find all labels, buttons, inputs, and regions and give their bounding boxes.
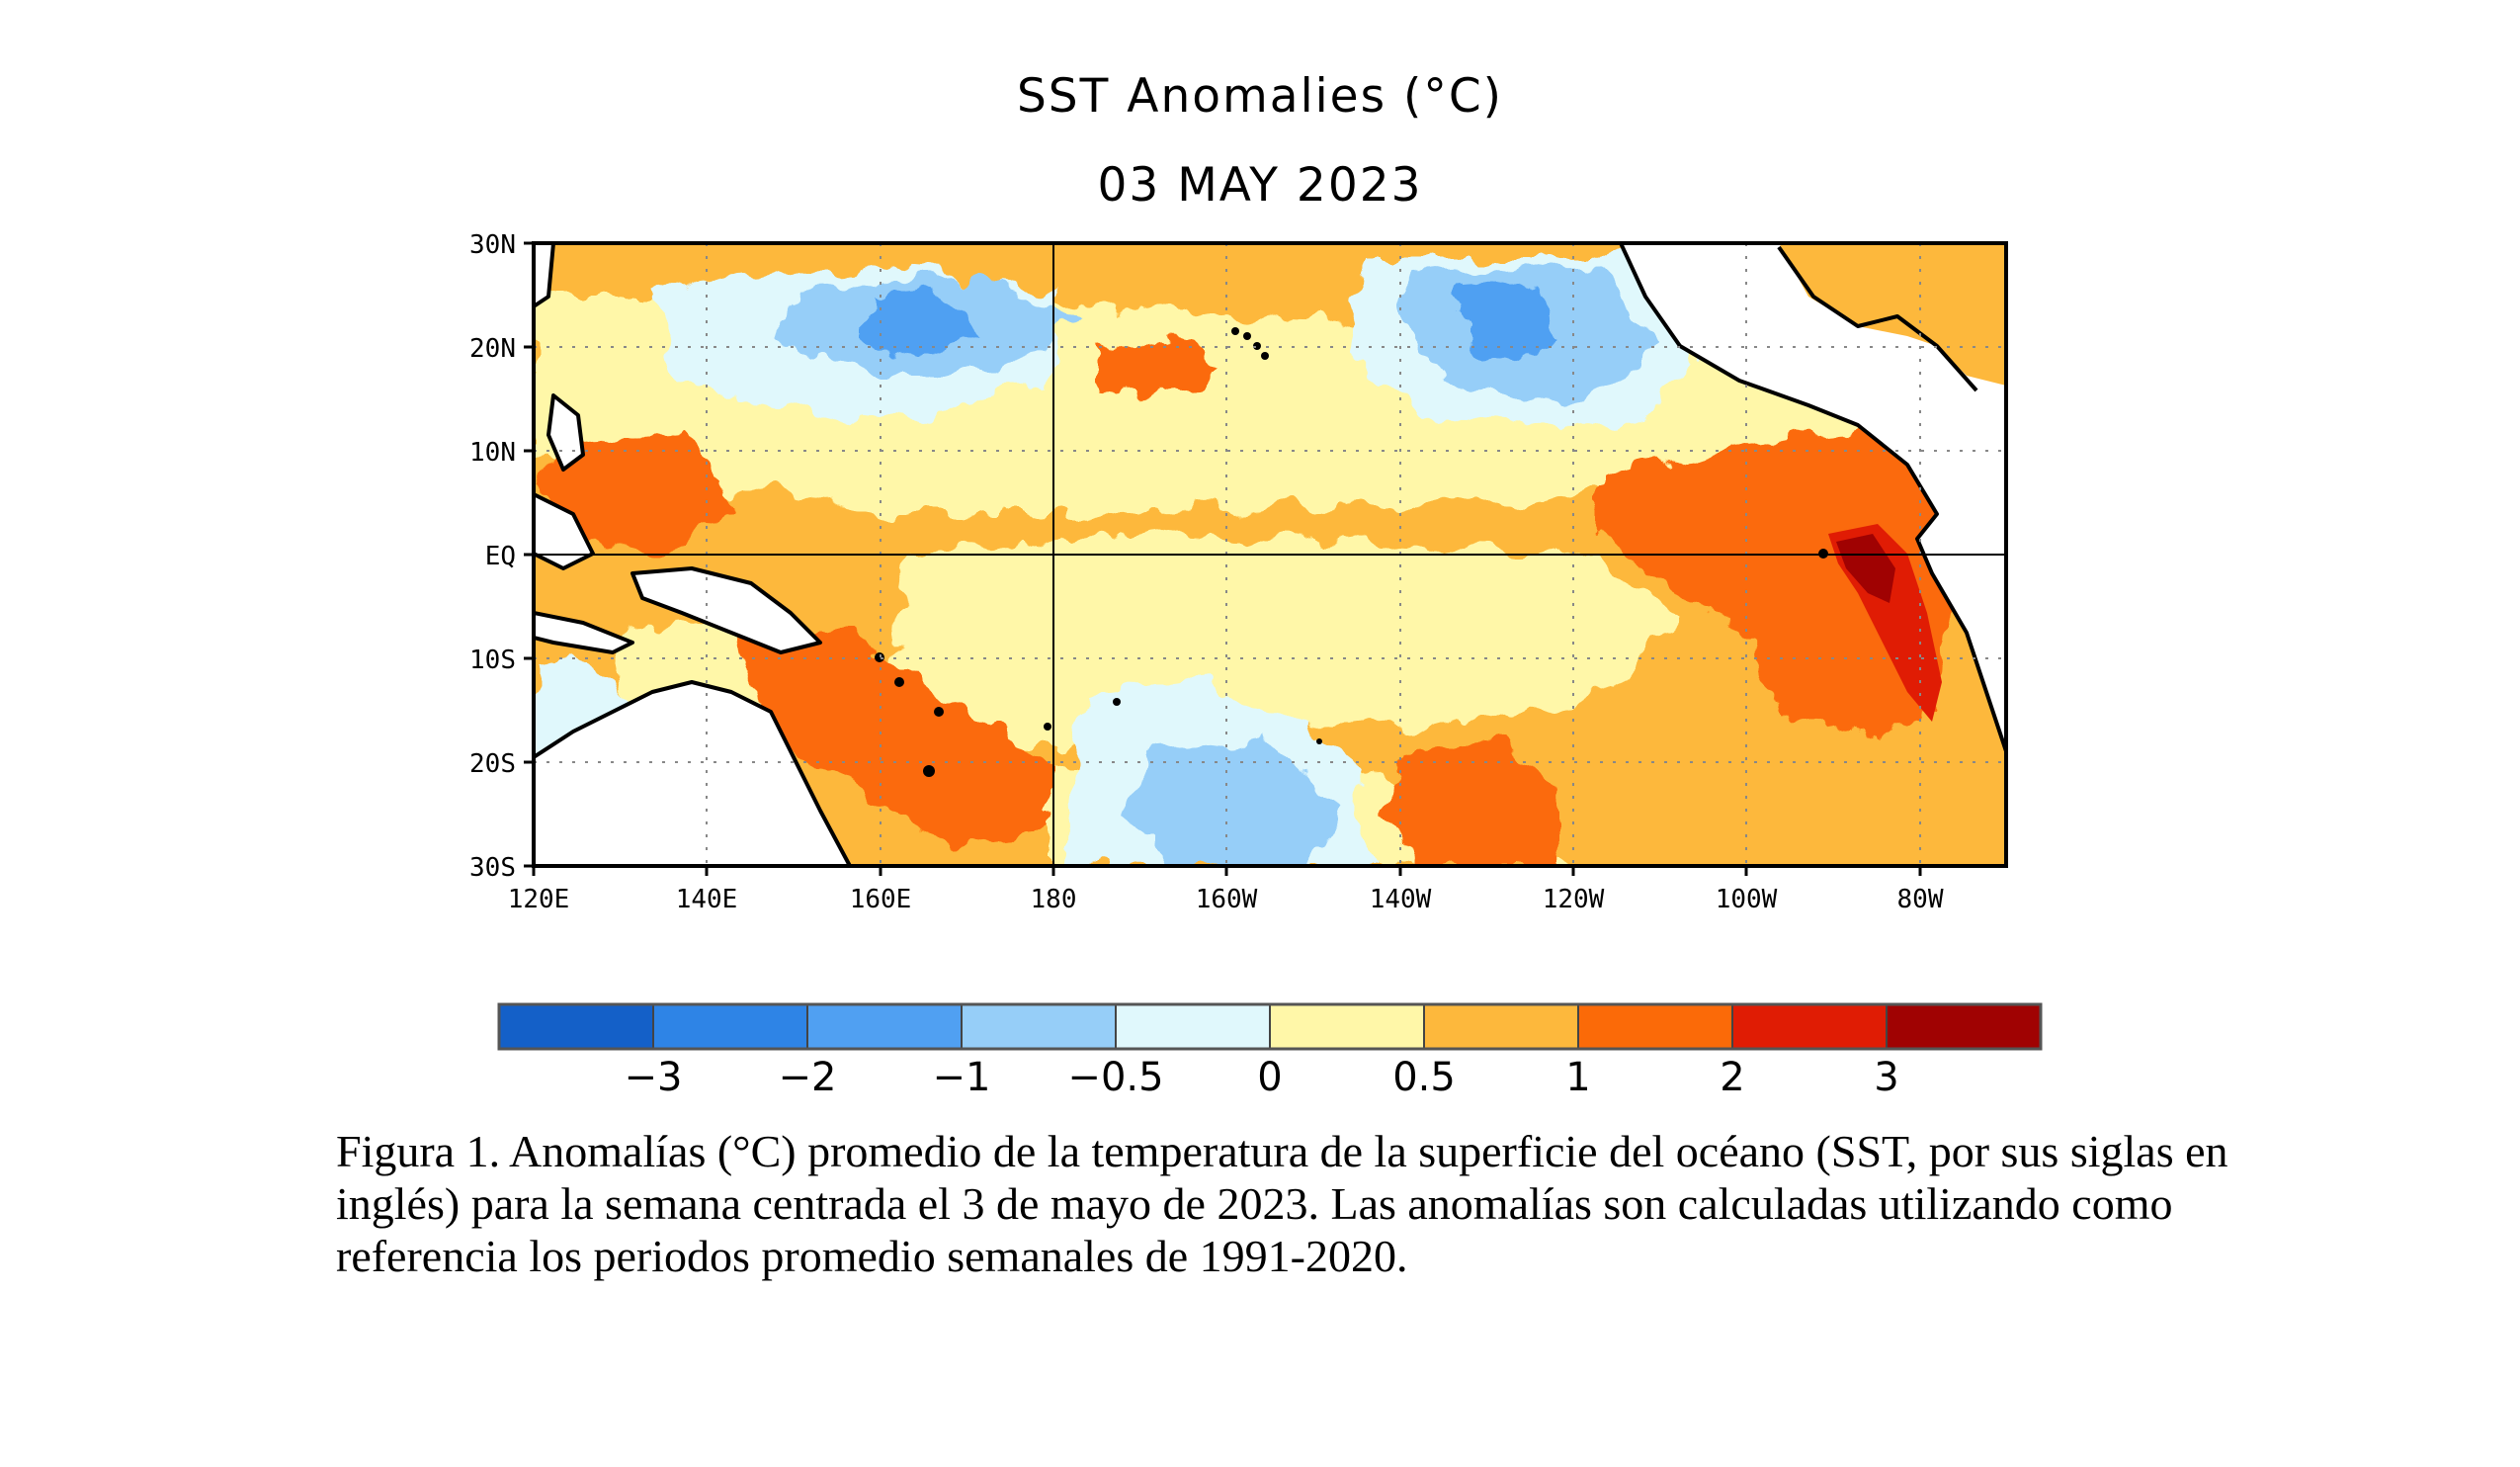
colorbar-swatch bbox=[1731, 1003, 1888, 1050]
colorbar-label: 3 bbox=[1874, 1055, 1898, 1100]
colorbar-swatch bbox=[806, 1003, 963, 1050]
central-america-coast bbox=[1777, 245, 1978, 392]
lon-label: 160W bbox=[1196, 885, 1258, 914]
map-ticks bbox=[524, 241, 1922, 876]
region-eastern-equatorial-pacific bbox=[1601, 425, 1957, 732]
region-northeast-blue-core bbox=[1463, 282, 1571, 366]
lon-label: 120E bbox=[508, 885, 570, 914]
region-north-blue-core bbox=[870, 292, 978, 356]
caribbean-water bbox=[1779, 243, 2006, 386]
new-guinea-land bbox=[630, 566, 822, 654]
lon-label: 140E bbox=[676, 885, 738, 914]
colorbar-labels: −3 −2 −1 −0.5 0 0.5 1 2 3 bbox=[625, 1055, 1899, 1100]
lon-label: 100W bbox=[1716, 885, 1778, 914]
colorbar-label: 0 bbox=[1257, 1055, 1282, 1100]
colorbar-swatch bbox=[1115, 1003, 1271, 1050]
colorbar-swatch bbox=[1423, 1003, 1579, 1050]
lat-label: 20N bbox=[469, 334, 516, 364]
lon-label: 140W bbox=[1370, 885, 1432, 914]
lon-label: 80W bbox=[1897, 885, 1944, 914]
region-coral-sea bbox=[731, 633, 1048, 840]
asia-land bbox=[534, 243, 555, 308]
colorbar-swatch bbox=[1577, 1003, 1733, 1050]
colorbar-swatch bbox=[1886, 1003, 2042, 1050]
lat-label: 30S bbox=[469, 853, 516, 883]
lon-labels: 120E 140E 160E 180 160W 140W 120W 100W 8… bbox=[508, 885, 1944, 914]
anomaly-contours bbox=[534, 247, 2006, 866]
lon-label: 160E bbox=[850, 885, 912, 914]
colorbar-label: −3 bbox=[625, 1055, 683, 1100]
colorbar-label: −1 bbox=[933, 1055, 991, 1100]
region-west-pacific-warm-pool bbox=[544, 435, 731, 554]
figure-date: 03 MAY 2023 bbox=[1097, 158, 1423, 213]
figure-title: SST Anomalies (°C) bbox=[1016, 69, 1504, 124]
lon-label: 120W bbox=[1543, 885, 1605, 914]
colorbar-frame bbox=[497, 1002, 2043, 1051]
region-south-central-pacific bbox=[1127, 741, 1344, 866]
colorbar-swatch bbox=[1269, 1003, 1425, 1050]
lat-labels: 30N 20N 10N EQ 10S 20S 30S bbox=[469, 230, 516, 883]
lat-label: 10N bbox=[469, 438, 516, 468]
lat-label: EQ bbox=[485, 542, 516, 571]
colorbar-label: −0.5 bbox=[1067, 1055, 1163, 1100]
colorbar: −3 −2 −1 −0.5 0 0.5 1 2 3 bbox=[497, 1002, 2043, 1100]
colorbar-swatch bbox=[961, 1003, 1117, 1050]
colorbar-swatches bbox=[498, 1003, 2042, 1050]
colorbar-label: 0.5 bbox=[1392, 1055, 1456, 1100]
colorbar-swatch bbox=[652, 1003, 808, 1050]
colorbar-label: 2 bbox=[1720, 1055, 1744, 1100]
colorbar-label: −2 bbox=[779, 1055, 837, 1100]
colorbar-swatch bbox=[498, 1003, 654, 1050]
region-peru-coast bbox=[1836, 534, 1895, 603]
americas-land bbox=[1619, 243, 2006, 753]
colorbar-label: 1 bbox=[1565, 1055, 1590, 1100]
lat-label: 10S bbox=[469, 646, 516, 675]
lat-label: 30N bbox=[469, 230, 516, 260]
region-south-pacific-warm-patch bbox=[1384, 741, 1561, 866]
indonesia-land bbox=[534, 611, 634, 654]
borneo-land bbox=[534, 492, 595, 570]
australia-land bbox=[534, 680, 852, 866]
region-north-orange-spot bbox=[1097, 336, 1216, 400]
lon-label: 180 bbox=[1031, 885, 1077, 914]
land-masses bbox=[534, 243, 2006, 866]
pacific-islands bbox=[875, 327, 1828, 777]
figure-caption: Figura 1. Anomalías (°C) promedio de la … bbox=[336, 1126, 2228, 1281]
lat-label: 20S bbox=[469, 749, 516, 779]
